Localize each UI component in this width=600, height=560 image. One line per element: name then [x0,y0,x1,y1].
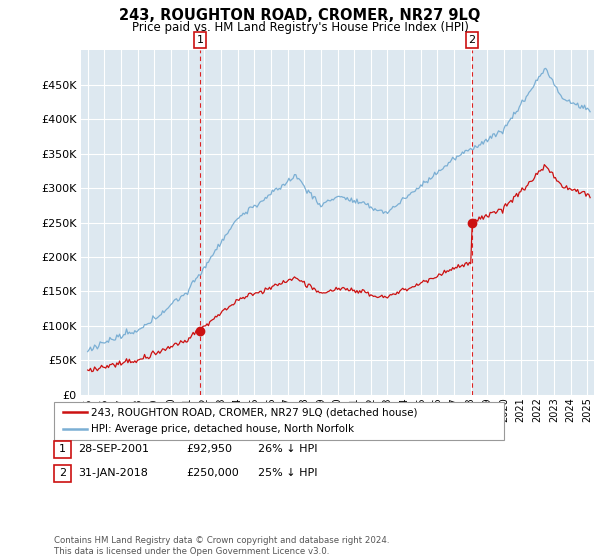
Text: 1: 1 [197,35,203,45]
Text: 2: 2 [59,468,66,478]
Text: £250,000: £250,000 [186,468,239,478]
Text: 26% ↓ HPI: 26% ↓ HPI [258,444,317,454]
Text: Contains HM Land Registry data © Crown copyright and database right 2024.
This d: Contains HM Land Registry data © Crown c… [54,536,389,556]
Text: £92,950: £92,950 [186,444,232,454]
Text: 31-JAN-2018: 31-JAN-2018 [78,468,148,478]
Text: 28-SEP-2001: 28-SEP-2001 [78,444,149,454]
Text: 243, ROUGHTON ROAD, CROMER, NR27 9LQ: 243, ROUGHTON ROAD, CROMER, NR27 9LQ [119,8,481,24]
Text: 243, ROUGHTON ROAD, CROMER, NR27 9LQ (detached house): 243, ROUGHTON ROAD, CROMER, NR27 9LQ (de… [91,407,418,417]
Text: 1: 1 [59,444,66,454]
Text: 25% ↓ HPI: 25% ↓ HPI [258,468,317,478]
Text: HPI: Average price, detached house, North Norfolk: HPI: Average price, detached house, Nort… [91,424,355,434]
Text: 2: 2 [469,35,476,45]
Text: Price paid vs. HM Land Registry's House Price Index (HPI): Price paid vs. HM Land Registry's House … [131,21,469,34]
